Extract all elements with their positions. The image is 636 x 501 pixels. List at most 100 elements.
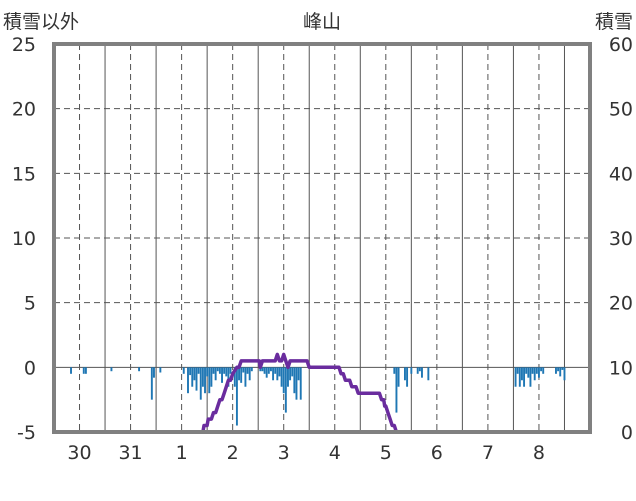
bar — [110, 367, 113, 372]
left-tick-label: 10 — [12, 228, 36, 250]
chart-title: 峰山 — [303, 11, 341, 33]
bar — [274, 367, 277, 374]
bar — [84, 367, 87, 374]
x-axis-ticks: 30 31 1 2 3 4 5 6 7 8 — [67, 442, 545, 464]
bar — [293, 367, 296, 394]
bar — [421, 367, 423, 378]
bar — [216, 367, 219, 372]
bar — [287, 367, 289, 387]
bar — [295, 367, 298, 400]
bar — [397, 367, 400, 387]
bar — [204, 367, 206, 394]
right-tick-label: 10 — [609, 357, 633, 379]
bar — [427, 367, 430, 381]
bar — [280, 367, 283, 387]
bar — [159, 367, 162, 373]
bar — [297, 367, 300, 381]
bar — [193, 367, 196, 381]
bar — [210, 367, 213, 387]
x-tick-label: 2 — [227, 442, 239, 464]
bar — [282, 367, 285, 394]
bar — [533, 367, 536, 381]
bar — [527, 367, 530, 378]
bar-series — [70, 367, 566, 426]
bar — [393, 367, 396, 374]
bar — [225, 367, 228, 377]
bar — [555, 367, 557, 374]
bar — [523, 367, 526, 387]
bar — [229, 367, 232, 374]
left-tick-label: 20 — [12, 99, 36, 121]
right-axis-title: 積雪 — [595, 11, 633, 33]
left-tick-label: 5 — [24, 293, 36, 315]
bar — [214, 367, 217, 381]
left-tick-label: -5 — [17, 422, 36, 444]
plot-frame — [52, 42, 592, 434]
bar — [246, 367, 249, 374]
bar — [82, 367, 85, 374]
bar — [223, 367, 226, 374]
bar — [182, 367, 185, 374]
right-tick-label: 50 — [609, 99, 633, 121]
x-tick-label: 31 — [118, 442, 142, 464]
x-tick-label: 6 — [431, 442, 443, 464]
bar — [561, 367, 564, 370]
bar — [540, 367, 543, 372]
bar — [525, 367, 528, 374]
bar — [199, 367, 202, 400]
bar — [70, 367, 72, 374]
left-tick-label: 0 — [24, 357, 36, 379]
bar — [291, 367, 294, 377]
bar — [238, 367, 241, 381]
bar — [235, 367, 238, 426]
x-tick-label: 4 — [329, 442, 341, 464]
bar — [242, 367, 245, 373]
bar — [410, 367, 413, 374]
left-tick-label: 15 — [12, 163, 36, 185]
bar — [261, 367, 264, 372]
bar — [218, 367, 221, 374]
bar — [208, 367, 211, 394]
bar — [259, 367, 262, 372]
bar — [227, 367, 230, 387]
bar — [406, 367, 409, 387]
bar — [516, 367, 519, 374]
bar — [272, 367, 275, 381]
bar — [153, 367, 155, 378]
bar — [150, 367, 153, 400]
bar — [557, 367, 560, 372]
bar — [244, 367, 247, 387]
bar — [416, 367, 419, 374]
x-tick-label: 3 — [278, 442, 290, 464]
bar — [187, 367, 189, 394]
snow-depth-line — [52, 352, 592, 434]
bar — [520, 367, 523, 381]
bar — [189, 367, 192, 376]
bar — [206, 367, 209, 377]
right-tick-label: 60 — [609, 34, 633, 56]
bar — [531, 367, 534, 374]
x-tick-label: 30 — [67, 442, 91, 464]
bar — [250, 367, 253, 372]
bar — [418, 367, 421, 372]
bar — [248, 367, 251, 381]
bar — [403, 367, 406, 381]
bar — [138, 367, 141, 372]
right-tick-label: 40 — [609, 163, 633, 185]
bar — [269, 367, 272, 372]
bar — [514, 367, 517, 387]
bar — [563, 367, 566, 381]
bar — [265, 367, 268, 378]
bar — [299, 367, 302, 400]
bar — [191, 367, 194, 387]
x-tick-label: 1 — [176, 442, 188, 464]
bar — [535, 367, 538, 374]
bar — [289, 367, 292, 381]
right-tick-label: 0 — [621, 422, 633, 444]
bar — [276, 367, 279, 381]
left-axis-ticks: -5 0 5 10 15 20 25 — [12, 34, 36, 444]
bar — [195, 367, 198, 391]
bar — [267, 367, 270, 374]
x-tick-label: 7 — [482, 442, 494, 464]
